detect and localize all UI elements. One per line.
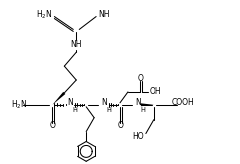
Text: H: H bbox=[73, 107, 78, 113]
Text: H$_2$N: H$_2$N bbox=[36, 8, 53, 21]
Text: N: N bbox=[135, 98, 141, 107]
Text: NH: NH bbox=[71, 40, 82, 49]
Text: N: N bbox=[101, 98, 107, 107]
Polygon shape bbox=[141, 103, 154, 106]
Text: COOH: COOH bbox=[171, 98, 194, 107]
Text: O: O bbox=[49, 121, 55, 130]
Text: HO: HO bbox=[132, 132, 144, 141]
Text: H: H bbox=[140, 107, 145, 113]
Text: H$_2$N: H$_2$N bbox=[11, 99, 27, 111]
Text: NH: NH bbox=[98, 10, 110, 19]
Text: N: N bbox=[67, 98, 73, 107]
Text: O: O bbox=[118, 121, 124, 130]
Text: H: H bbox=[107, 107, 112, 113]
Text: OH: OH bbox=[150, 87, 162, 96]
Text: O: O bbox=[138, 73, 144, 82]
Polygon shape bbox=[52, 92, 65, 105]
